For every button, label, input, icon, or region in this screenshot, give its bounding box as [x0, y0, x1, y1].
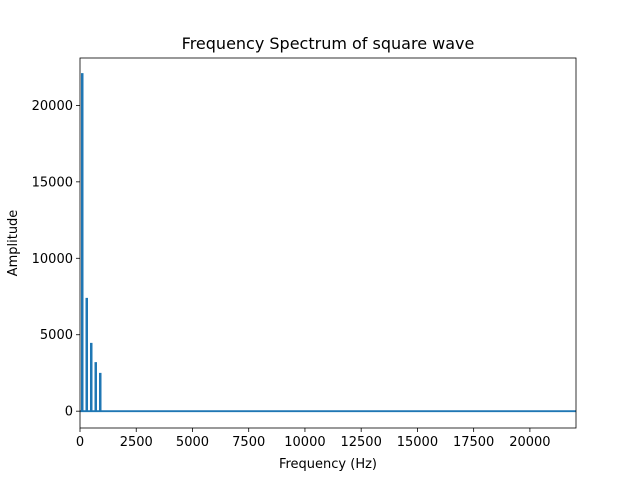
y-tick-label: 20000 — [32, 99, 73, 114]
y-axis-ticks: 0 5000 10000 15000 20000 — [32, 99, 80, 420]
chart-title: Frequency Spectrum of square wave — [182, 34, 475, 53]
y-tick-label: 5000 — [40, 328, 73, 343]
x-tick-label: 5000 — [176, 435, 209, 450]
x-tick-label: 12500 — [340, 435, 381, 450]
plot-area — [80, 58, 576, 428]
x-tick-label: 17500 — [453, 435, 494, 450]
x-tick-label: 2500 — [120, 435, 153, 450]
axes-frame — [79, 57, 577, 429]
x-tick-label: 15000 — [397, 435, 438, 450]
y-axis-label: Amplitude — [6, 210, 21, 277]
x-tick-label: 7500 — [232, 435, 265, 450]
y-tick-label: 10000 — [32, 252, 73, 267]
series-layer — [80, 73, 576, 413]
x-axis-label: Frequency (Hz) — [279, 457, 377, 472]
y-tick-label: 0 — [65, 405, 73, 420]
x-axis-ticks: 0 2500 5000 7500 10000 12500 15000 17500 20000 — [76, 428, 551, 450]
x-tick-label: 10000 — [284, 435, 325, 450]
y-tick-label: 15000 — [32, 175, 73, 190]
x-tick-label: 20000 — [509, 435, 550, 450]
x-tick-label: 0 — [76, 435, 84, 450]
